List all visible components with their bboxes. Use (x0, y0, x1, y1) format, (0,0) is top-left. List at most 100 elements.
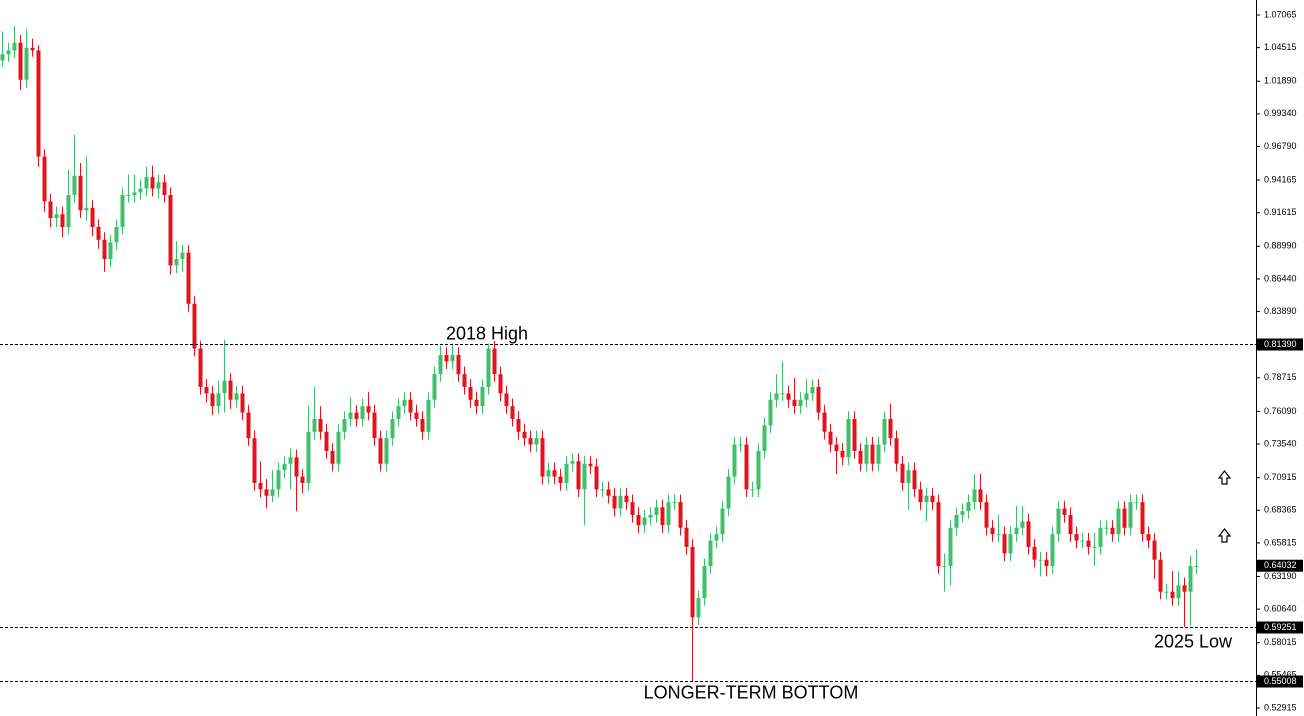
candle-body (186, 252, 191, 304)
y-tick-label: 0.73540 (1264, 438, 1297, 448)
candle-body (1158, 559, 1163, 592)
y-tick-label: 0.52915 (1264, 702, 1297, 712)
candle-body (294, 457, 299, 477)
candle-body (648, 514, 653, 518)
candle-body (1110, 527, 1115, 535)
candle-body (480, 386, 485, 407)
candle-body (786, 393, 791, 400)
candle-body (1122, 508, 1127, 528)
candle-body (780, 393, 785, 395)
y-tick-label: 0.94165 (1264, 174, 1297, 184)
candle-body (624, 495, 629, 503)
candle-body (810, 386, 815, 394)
candle-body (18, 42, 23, 80)
candle-body (528, 438, 533, 445)
level-label-box (1257, 338, 1303, 351)
candle-body (474, 399, 479, 407)
y-tick-label: 0.70915 (1264, 472, 1297, 482)
candle-body (636, 514, 641, 526)
candle-body (66, 195, 71, 227)
candle-body (60, 214, 65, 227)
candle-body (156, 182, 161, 189)
candle-body (1146, 534, 1151, 541)
candle-body (1032, 546, 1037, 560)
candle-body (54, 214, 59, 219)
candle-body (234, 393, 239, 400)
candle-body (918, 489, 923, 503)
candle-body (240, 393, 245, 413)
candle-body (690, 546, 695, 618)
candle-body (126, 195, 131, 197)
candle-body (966, 502, 971, 512)
candle-body (132, 192, 137, 196)
candle-body (1170, 591, 1175, 599)
candle-body (588, 463, 593, 467)
candle-body (1104, 527, 1109, 529)
candle-body (318, 418, 323, 432)
candle-body (384, 438, 389, 464)
candle-body (36, 50, 41, 157)
candle-body (162, 182, 167, 196)
level-label: 0.81390 (1264, 339, 1297, 349)
candle-body (714, 534, 719, 541)
candle-body (246, 412, 251, 439)
candle-body (600, 489, 605, 491)
candle-body (864, 444, 869, 464)
candle-body (684, 527, 689, 547)
candle-body (312, 418, 317, 432)
candle-body (168, 195, 173, 266)
candle-body (348, 412, 353, 419)
candle-body (1068, 514, 1073, 535)
candle-body (978, 489, 983, 503)
candle-body (936, 502, 941, 567)
candle-body (1194, 566, 1199, 568)
candle-body (1140, 502, 1145, 535)
candle-body (882, 418, 887, 445)
candle-body (798, 399, 803, 407)
candle-body (972, 489, 977, 503)
levels: 2018 High 0.81390 2025 Low 0.59251 LONGER-TE… (0, 324, 1303, 703)
candle-body (984, 502, 989, 528)
candle-body (906, 470, 911, 483)
candle-body (0, 54, 5, 61)
candle-body (1152, 540, 1157, 560)
candle-body (618, 495, 623, 509)
candle-body (564, 463, 569, 483)
candle-body (306, 431, 311, 483)
candle-body (438, 354, 443, 375)
candle-body (468, 386, 473, 400)
candle-body (336, 431, 341, 464)
candle-body (702, 566, 707, 599)
candle-body (750, 489, 755, 491)
candle-body (444, 354, 449, 362)
candle-body (942, 566, 947, 568)
candle-body (204, 386, 209, 394)
y-tick-label: 0.63190 (1264, 571, 1297, 581)
candle-body (1056, 508, 1061, 535)
candle-body (288, 457, 293, 464)
candle-body (1080, 540, 1085, 542)
candle-body (876, 444, 881, 464)
y-tick-label: 0.68365 (1264, 505, 1297, 515)
candle-body (198, 348, 203, 387)
candle-body (282, 463, 287, 471)
level-label-box (1257, 675, 1303, 688)
candle-body (606, 489, 611, 496)
y-tick-label: 0.76090 (1264, 406, 1297, 416)
y-tick-label: 0.58015 (1264, 637, 1297, 647)
candle-body (1098, 527, 1103, 547)
candle-body (720, 508, 725, 535)
candle-body (954, 514, 959, 528)
candle-body (366, 406, 371, 413)
candle-body (180, 252, 185, 259)
candle-body (1134, 502, 1139, 504)
candle-body (678, 502, 683, 528)
candle-body (324, 431, 329, 451)
candle-body (504, 393, 509, 407)
candle-body (912, 470, 917, 490)
candle-body (990, 527, 995, 535)
level-label-box (1257, 621, 1303, 634)
candle-body (630, 502, 635, 515)
candle-body (888, 418, 893, 439)
